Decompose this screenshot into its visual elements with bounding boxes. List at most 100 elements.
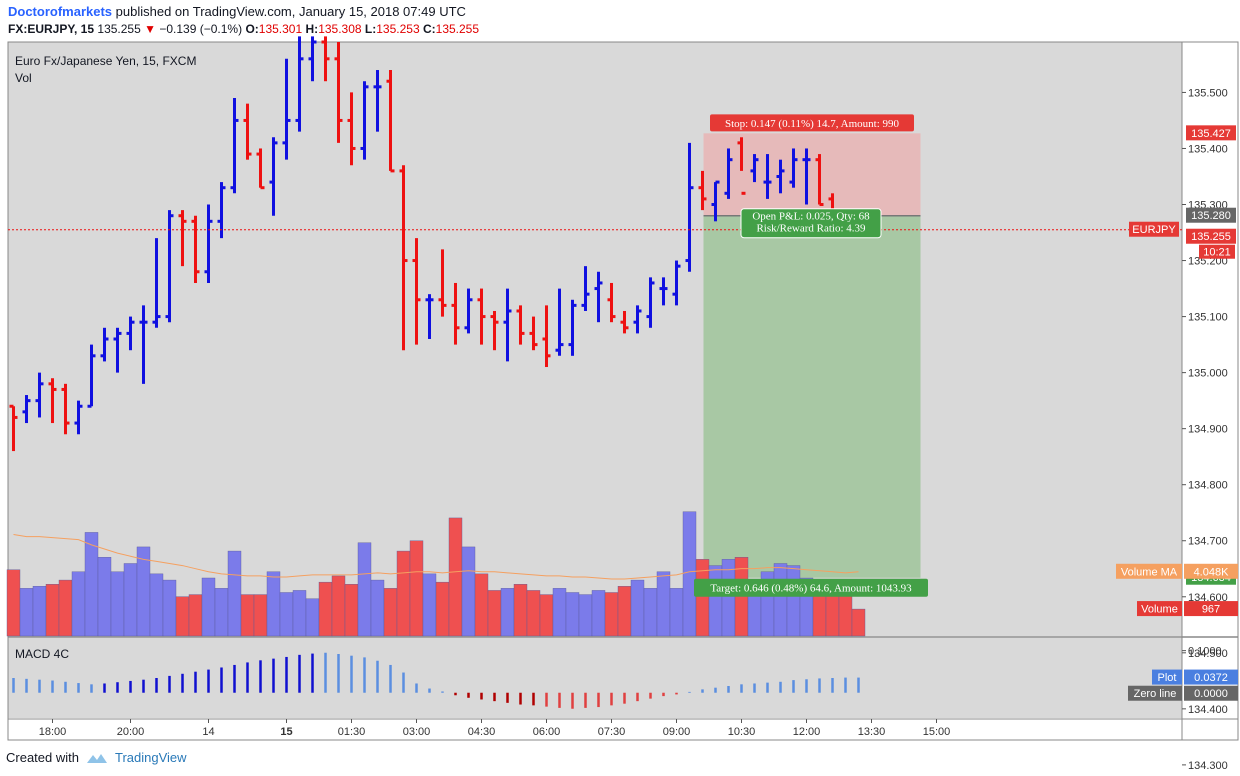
macd-histogram xyxy=(12,652,860,709)
y-tick-label: 134.700 xyxy=(1188,536,1228,548)
macd-plot-value-tag-bg xyxy=(1184,669,1238,685)
volume-ma-value-tag: 4.048K xyxy=(1184,563,1238,579)
ohlc-bar xyxy=(100,327,109,362)
volume-bar xyxy=(175,596,190,637)
volume-ma-name-tag-text: Volume MA xyxy=(1121,566,1178,578)
ohlc-bar xyxy=(256,148,265,190)
y-tick-label: 134.500 xyxy=(1188,648,1228,660)
volume-bar xyxy=(552,588,567,637)
x-tick-label: 12:00 xyxy=(793,726,821,738)
ohlc-bar xyxy=(633,305,642,334)
ohlc-bar xyxy=(737,137,746,195)
ohlc-bar xyxy=(529,316,538,351)
position-tool[interactable] xyxy=(703,133,921,578)
volume-bar xyxy=(149,573,164,637)
footer: Created with TradingView xyxy=(6,750,187,765)
countdown-tag-text: 10:21 xyxy=(1203,247,1231,259)
x-tick-label: 14 xyxy=(202,726,214,738)
ohlc-bar xyxy=(607,282,616,323)
volume-bar xyxy=(71,571,86,637)
macd-plot-value-tag-text: 0.0372 xyxy=(1194,672,1228,684)
volume-bar xyxy=(526,590,541,637)
volume-ma-line xyxy=(13,534,859,580)
volume-bar xyxy=(253,594,268,637)
volume-bar xyxy=(123,563,138,637)
volume-value-tag-text: 967 xyxy=(1202,604,1220,616)
y-tick-label: 135.400 xyxy=(1188,143,1228,155)
target-info-label: Target: 0.646 (0.48%) 64.6, Amount: 1043… xyxy=(694,578,928,597)
x-tick-label: 04:30 xyxy=(468,726,496,738)
ohlc-bar xyxy=(360,81,369,160)
volume-bar xyxy=(58,579,73,637)
created-with-label: Created with xyxy=(6,750,79,765)
volume-name-tag-text: Volume xyxy=(1141,604,1178,616)
ohlc-bar xyxy=(347,92,356,166)
volume-bar xyxy=(318,581,333,637)
macd-title: MACD 4C xyxy=(15,647,69,661)
volume-bar xyxy=(513,584,528,637)
ohlc-bars xyxy=(9,36,837,452)
volume-bar xyxy=(565,592,580,637)
price-tags: 135.427135.280135.25510:21134.634EURJPYV… xyxy=(694,114,1238,701)
macd-pane-bg xyxy=(8,638,1182,718)
ohlc-bar xyxy=(386,70,395,173)
volume-bar xyxy=(45,584,60,637)
ohlc-bar xyxy=(191,215,200,283)
ohlc-bar xyxy=(711,180,720,222)
volume-bar xyxy=(578,594,593,637)
volume-bar xyxy=(6,569,21,637)
volume-bar xyxy=(643,588,658,637)
ohlc-bar xyxy=(178,210,187,267)
tradingview-brand[interactable]: TradingView xyxy=(114,750,187,765)
main-pane-bg xyxy=(8,42,1182,636)
volume-bar xyxy=(292,590,307,637)
stop-zone xyxy=(703,133,921,216)
open-pnl-text: Open P&L: 0.025, Qty: 68 xyxy=(752,211,870,223)
ohlc-bar xyxy=(308,36,317,82)
x-tick-label: 15:00 xyxy=(923,726,951,738)
volume-bar xyxy=(84,532,99,637)
stop-info-label-text: Stop: 0.147 (0.11%) 14.7, Amount: 990 xyxy=(725,118,900,130)
ohlc-bar xyxy=(9,404,18,452)
ohlc-bar xyxy=(217,182,226,239)
ohlc-legend: FX:EURJPY, 15 135.255 ▼ −0.139 (−0.1%) O… xyxy=(8,22,479,36)
ohlc-bar xyxy=(165,210,174,323)
open-value: 135.301 xyxy=(258,22,303,36)
x-tick-label: 13:30 xyxy=(858,726,886,738)
ohlc-bar xyxy=(152,238,161,328)
volume-ma-value-tag-text: 4.048K xyxy=(1194,566,1230,578)
ohlc-bar xyxy=(490,310,499,351)
volume-bar xyxy=(487,590,502,637)
entry-price-tag: 135.280 xyxy=(1186,207,1236,223)
volume-bar xyxy=(32,586,47,637)
volume-bar xyxy=(266,571,281,637)
ohlc-bar xyxy=(620,310,629,334)
ohlc-bar xyxy=(204,204,213,283)
ohlc-bar xyxy=(815,154,824,207)
volume-bar xyxy=(383,588,398,637)
ohlc-bar xyxy=(425,294,434,339)
ohlc-bar xyxy=(698,170,707,211)
close-label: C: xyxy=(422,22,436,36)
target-zone xyxy=(703,215,921,578)
volume-bar xyxy=(370,579,385,637)
volume-bar xyxy=(162,579,177,637)
volume-bar xyxy=(591,590,606,637)
stop-price-tag-bg xyxy=(1186,125,1236,141)
last-price-tag-text: 135.255 xyxy=(1191,231,1231,243)
target-info-label-text: Target: 0.646 (0.48%) 64.6, Amount: 1043… xyxy=(710,583,912,595)
macd-plot-name-tag-bg xyxy=(1152,669,1182,685)
last-price-tag-bg xyxy=(1186,228,1236,244)
y-tick-label: 135.000 xyxy=(1188,368,1228,380)
volume-bar xyxy=(721,559,736,637)
macd-zero-value-tag: 0.0000 xyxy=(1184,685,1238,701)
x-tick-label: 18:00 xyxy=(39,726,67,738)
volume-ma-value-tag-bg xyxy=(1184,563,1238,579)
author-name[interactable]: Doctorofmarkets xyxy=(8,4,113,19)
ohlc-bar xyxy=(516,305,525,345)
ohlc-bar xyxy=(581,266,590,311)
volume-bar xyxy=(435,581,450,637)
x-tick-label: 15 xyxy=(280,726,292,738)
y-tick-label: 135.100 xyxy=(1188,312,1228,324)
